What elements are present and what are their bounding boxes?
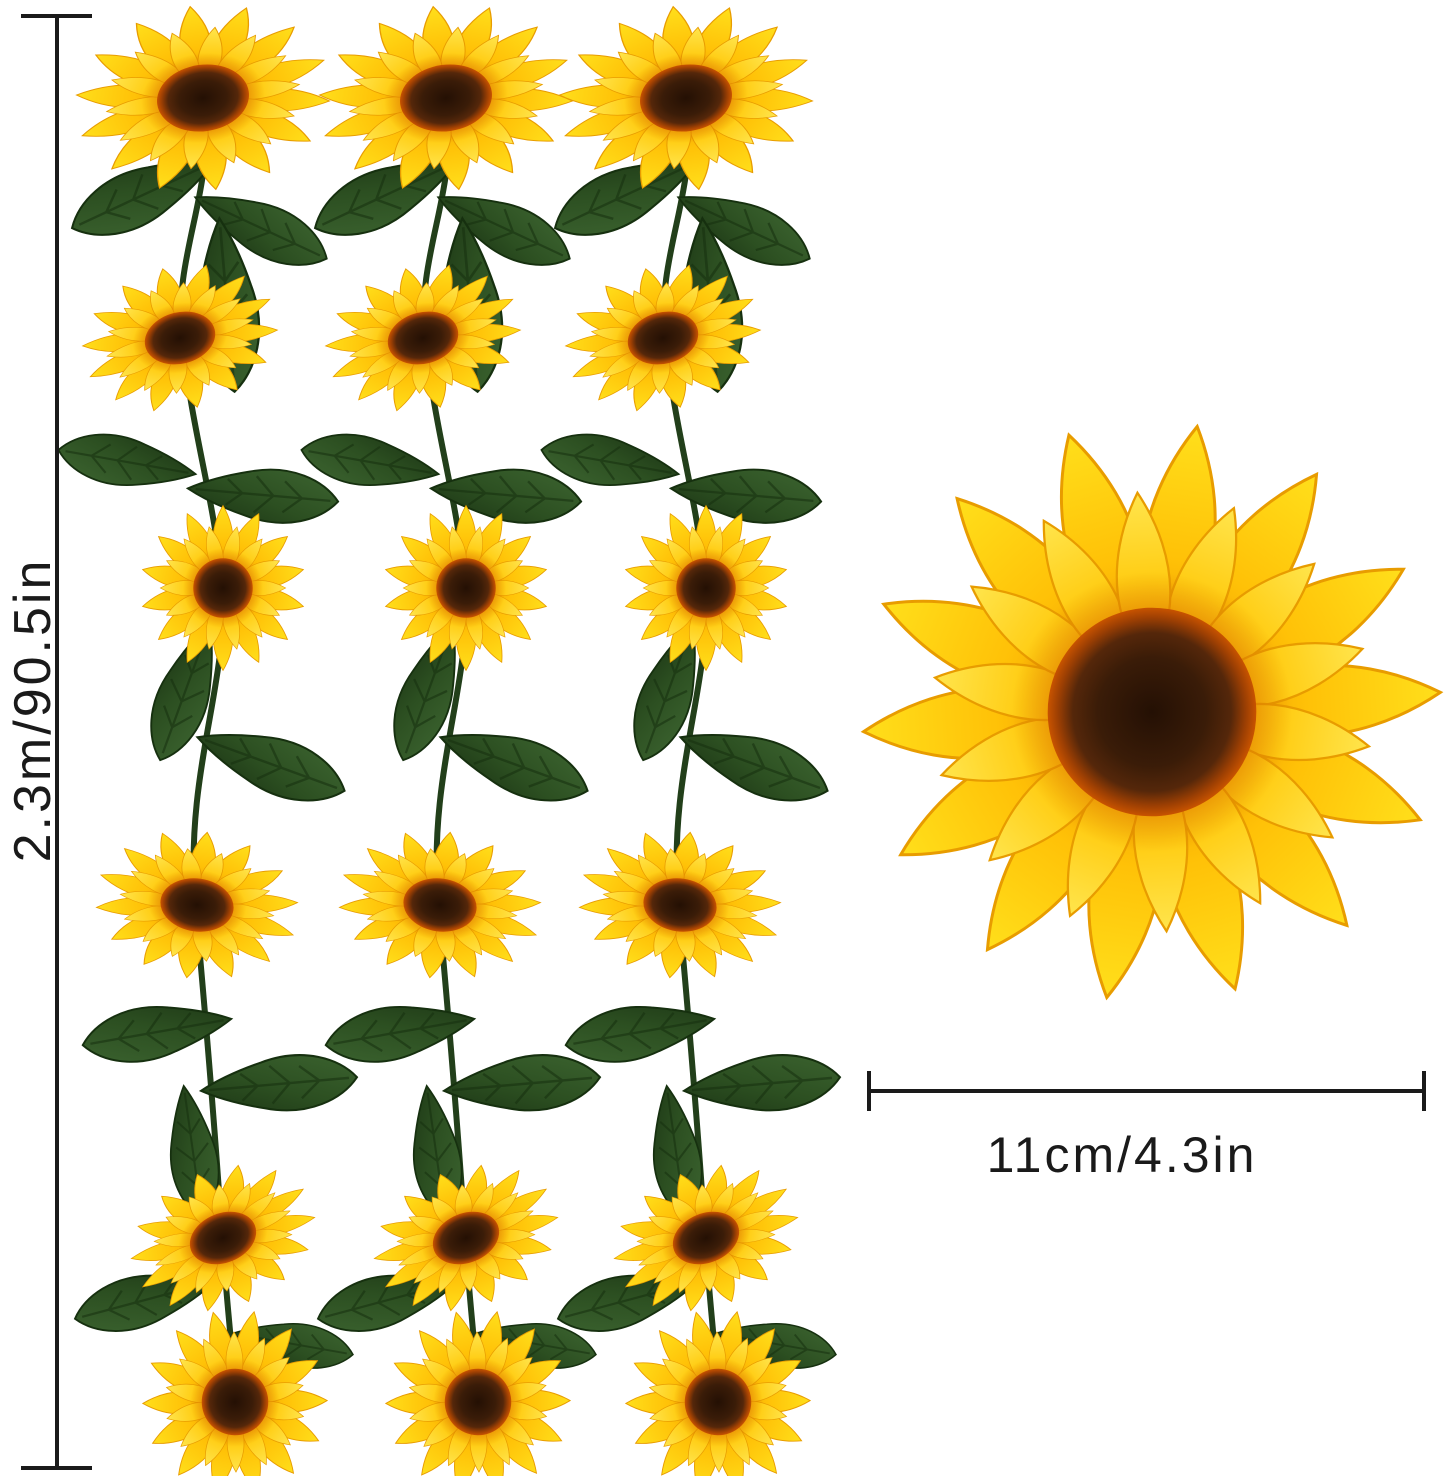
sunflower-garland-1 (54, 0, 359, 1476)
width-dimension: 11cm/4.3in (867, 1071, 1426, 1183)
sunflower-head-closeup (821, 381, 1445, 1043)
sunflower-garland-3 (537, 0, 842, 1476)
height-dimension-label: 2.3m/90.5in (4, 558, 62, 863)
height-dimension: 2.3m/90.5in (4, 14, 92, 1470)
width-dimension-label: 11cm/4.3in (987, 1127, 1258, 1183)
